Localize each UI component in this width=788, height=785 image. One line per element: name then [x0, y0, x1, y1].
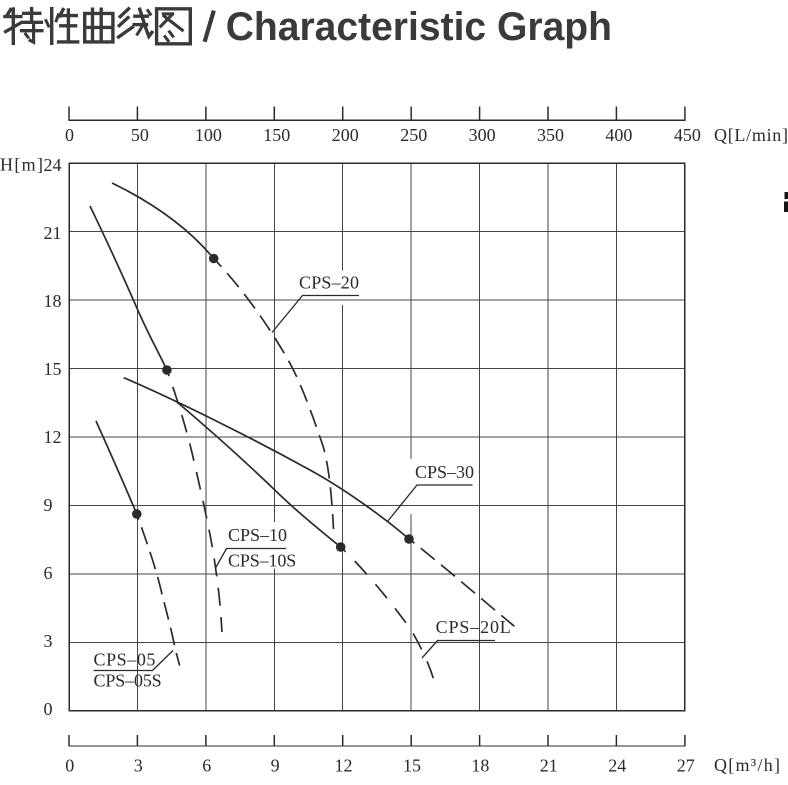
- svg-text:9: 9: [271, 756, 280, 776]
- svg-text:150: 150: [263, 125, 290, 145]
- svg-text:CPS–20: CPS–20: [299, 273, 359, 293]
- svg-text:Q[m³/h]: Q[m³/h]: [714, 755, 780, 775]
- svg-text:27: 27: [677, 756, 695, 776]
- svg-text:CPS–20L: CPS–20L: [436, 617, 511, 637]
- svg-text:9: 9: [44, 495, 53, 515]
- svg-text:24: 24: [44, 155, 62, 175]
- svg-text:CPS–10: CPS–10: [228, 525, 287, 545]
- svg-text:6: 6: [202, 756, 211, 776]
- svg-text:12: 12: [44, 427, 62, 447]
- svg-text:15: 15: [403, 756, 421, 776]
- svg-text:0: 0: [65, 125, 74, 145]
- svg-text:300: 300: [469, 125, 496, 145]
- svg-text:18: 18: [471, 756, 489, 776]
- svg-text:H[m]: H[m]: [0, 155, 43, 175]
- svg-text:0: 0: [65, 756, 74, 776]
- svg-text:12: 12: [335, 756, 353, 776]
- svg-text:6: 6: [44, 563, 53, 583]
- svg-text:CPS–05: CPS–05: [94, 650, 156, 670]
- svg-text:24: 24: [608, 756, 626, 776]
- svg-text:250: 250: [400, 125, 427, 145]
- svg-text:100: 100: [195, 125, 222, 145]
- svg-text:50: 50: [131, 125, 149, 145]
- svg-text:18: 18: [44, 291, 62, 311]
- svg-text:Characteristic Graph: Characteristic Graph: [226, 5, 612, 49]
- svg-text:400: 400: [605, 125, 632, 145]
- svg-text:0: 0: [44, 699, 53, 719]
- svg-text:200: 200: [332, 125, 359, 145]
- svg-text:CPS–30: CPS–30: [415, 462, 474, 482]
- svg-text:CPS–05S: CPS–05S: [94, 671, 162, 691]
- svg-text:21: 21: [44, 223, 62, 243]
- svg-text:3: 3: [44, 631, 53, 651]
- svg-text:450: 450: [674, 125, 701, 145]
- svg-text:CPS–10S: CPS–10S: [228, 551, 296, 571]
- svg-text:15: 15: [44, 359, 62, 379]
- svg-text:21: 21: [540, 756, 558, 776]
- svg-text:Q[L/min]: Q[L/min]: [714, 125, 788, 145]
- svg-text:3: 3: [134, 756, 143, 776]
- svg-text:350: 350: [537, 125, 564, 145]
